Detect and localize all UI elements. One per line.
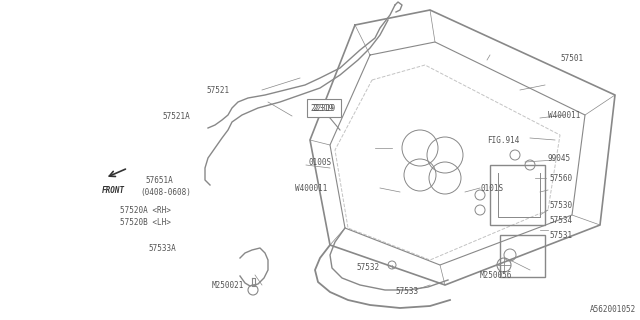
- Bar: [500, 235, 545, 277]
- Text: 0100S: 0100S: [308, 157, 331, 166]
- Text: FRONT: FRONT: [102, 186, 125, 195]
- Bar: [490, 165, 545, 225]
- Text: W400011: W400011: [548, 110, 580, 119]
- Text: A562001052: A562001052: [589, 305, 636, 314]
- Text: 22319: 22319: [310, 103, 333, 113]
- Text: FIG.914: FIG.914: [487, 135, 520, 145]
- Text: 57651A: 57651A: [145, 175, 173, 185]
- Text: 57533A: 57533A: [148, 244, 176, 252]
- Text: 57520A <RH>: 57520A <RH>: [120, 205, 171, 214]
- Text: 22319: 22319: [312, 103, 335, 113]
- Text: 0101S: 0101S: [480, 183, 503, 193]
- FancyBboxPatch shape: [307, 99, 341, 117]
- Text: W400011: W400011: [295, 183, 328, 193]
- Text: 57530: 57530: [549, 201, 572, 210]
- Text: 57521A: 57521A: [163, 111, 190, 121]
- Text: 57532: 57532: [357, 263, 380, 273]
- Text: M250021: M250021: [212, 281, 244, 290]
- Text: 57533: 57533: [395, 287, 418, 297]
- Text: 99045: 99045: [548, 154, 571, 163]
- Text: 57531: 57531: [549, 230, 572, 239]
- Text: 57560: 57560: [549, 173, 572, 182]
- Text: (0408-0608): (0408-0608): [140, 188, 191, 196]
- Text: 57520B <LH>: 57520B <LH>: [120, 218, 171, 227]
- Text: M250056: M250056: [480, 270, 513, 279]
- Text: 57501: 57501: [560, 53, 583, 62]
- Text: 57534: 57534: [549, 215, 572, 225]
- Text: 57521: 57521: [207, 85, 230, 94]
